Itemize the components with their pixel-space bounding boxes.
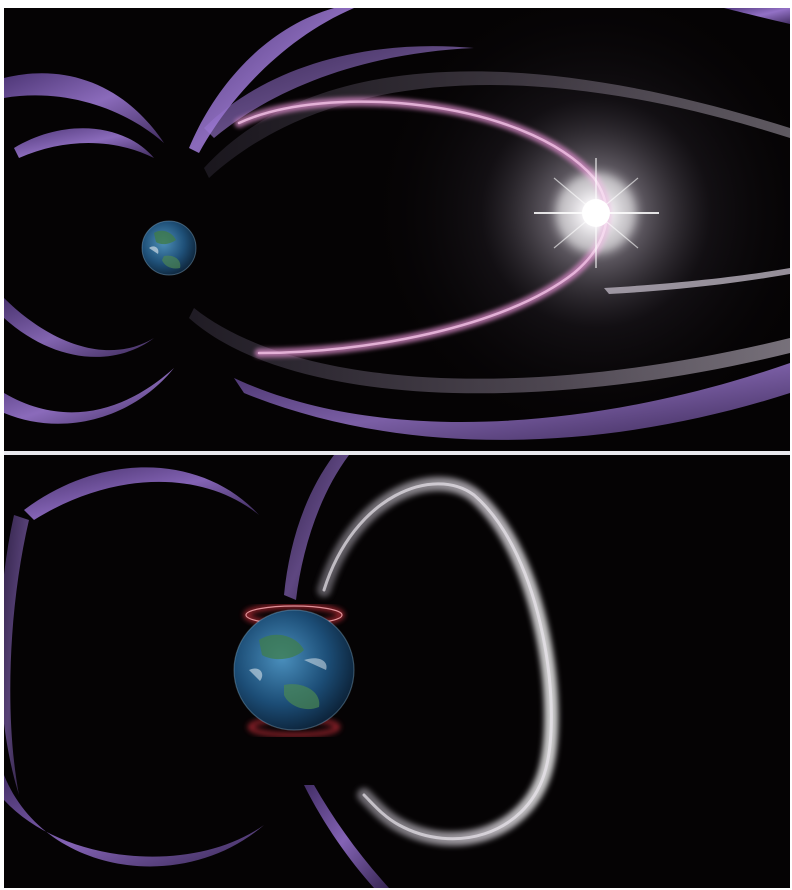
magnetosphere-bottom-illustration	[4, 455, 790, 888]
top-panel	[4, 8, 790, 451]
magnetosphere-top-illustration	[4, 8, 790, 451]
bottom-panel	[4, 455, 790, 888]
earth-globe-large	[234, 610, 354, 730]
earth-globe	[142, 221, 196, 275]
